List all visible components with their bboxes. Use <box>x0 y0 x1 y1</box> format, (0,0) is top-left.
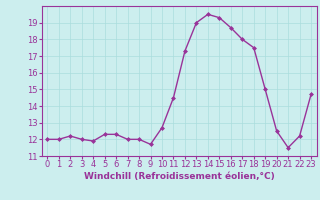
X-axis label: Windchill (Refroidissement éolien,°C): Windchill (Refroidissement éolien,°C) <box>84 172 275 181</box>
